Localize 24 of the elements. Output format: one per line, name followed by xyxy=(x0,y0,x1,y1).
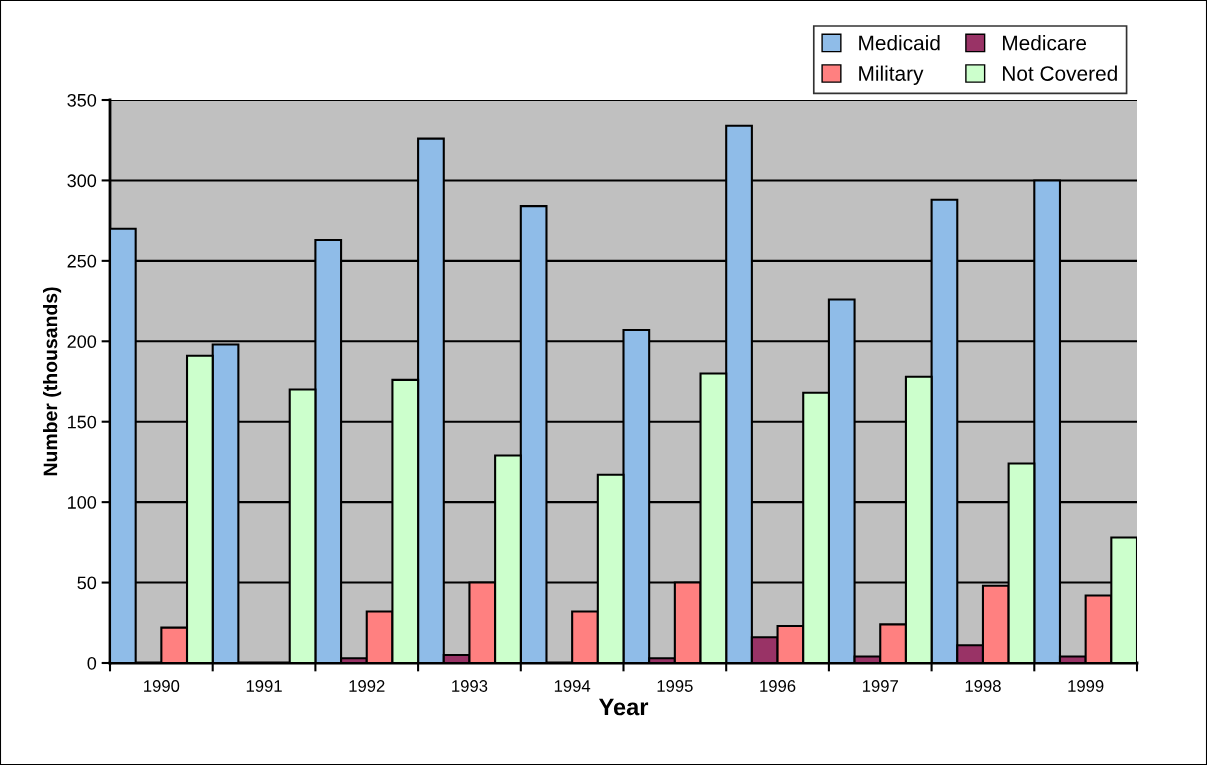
y-axis-title: Number (thousands) xyxy=(43,287,62,476)
y-tick-label: 0 xyxy=(87,656,97,670)
x-tick-label: 1996 xyxy=(760,680,796,692)
x-tick-label: 1993 xyxy=(452,680,488,692)
y-tick-label: 50 xyxy=(77,576,97,590)
y-tick-label: 150 xyxy=(68,415,97,429)
legend-label: Medicaid xyxy=(859,35,940,51)
y-tick-label: 350 xyxy=(67,93,97,107)
x-tick-label: 1992 xyxy=(349,680,385,692)
x-tick-label: 1998 xyxy=(965,680,1001,692)
x-axis-title: Year xyxy=(598,698,649,716)
legend-label: Not Covered xyxy=(1003,65,1117,81)
x-tick-label: 1997 xyxy=(862,680,898,692)
x-tick-label: 1999 xyxy=(1068,680,1104,692)
y-tick-label: 300 xyxy=(67,174,97,188)
y-tick-label: 200 xyxy=(67,335,97,349)
x-tick-label: 1990 xyxy=(144,680,180,692)
x-tick-label: 1991 xyxy=(246,680,282,692)
x-tick-label: 1994 xyxy=(554,680,591,692)
legend-label: Military xyxy=(859,65,924,86)
y-tick-label: 250 xyxy=(67,254,97,268)
x-tick-label: 1995 xyxy=(657,680,693,692)
legend-label: Medicare xyxy=(1003,35,1087,51)
y-tick-label: 100 xyxy=(68,496,97,509)
